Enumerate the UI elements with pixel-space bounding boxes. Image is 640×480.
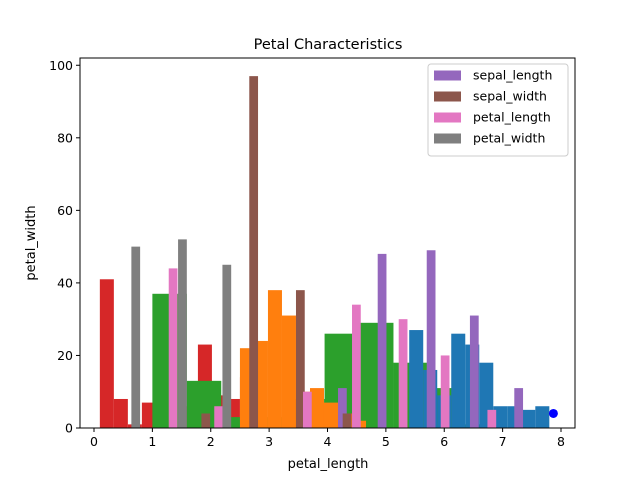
legend-swatch [434, 112, 461, 123]
bar-blue-3 [451, 333, 466, 428]
bar-orange-6 [323, 402, 339, 428]
bar-orange-3 [281, 315, 296, 428]
y-tick-label: 20 [57, 348, 73, 363]
bar-sepal-length-4 [514, 388, 524, 428]
x-axis-label: petal_length [288, 457, 369, 472]
legend-label: petal_length [473, 110, 551, 125]
bar-red-1 [113, 398, 128, 428]
bar-red-0 [99, 279, 114, 428]
x-tick-label: 6 [440, 434, 448, 449]
x-tick-label: 5 [382, 434, 390, 449]
y-tick-label: 100 [49, 58, 73, 73]
x-axis-ticks: 0 1 2 3 4 5 6 7 8 [90, 428, 565, 449]
legend-box [427, 63, 569, 157]
bar-petal-length-3 [352, 304, 361, 428]
y-tick-label: 60 [57, 203, 73, 218]
x-tick-label: 3 [265, 434, 273, 449]
x-tick-label: 4 [324, 434, 332, 449]
x-tick-label: 0 [90, 434, 98, 449]
bar-petal-length-4 [398, 319, 408, 428]
bar-blue-8 [521, 409, 536, 428]
legend-label: sepal_length [473, 68, 552, 83]
bar-green-2 [221, 417, 256, 428]
bar-sepal-length-3 [469, 315, 479, 428]
x-tick-label: 7 [499, 434, 507, 449]
y-axis-ticks: 0 20 40 60 80 100 [49, 58, 80, 436]
bar-petal-width-0 [131, 246, 141, 428]
bars-layer [99, 76, 550, 428]
bar-blue-0 [409, 330, 424, 428]
bar-petal-length-0 [168, 268, 178, 428]
y-axis-label: petal_width [24, 205, 39, 280]
bar-orange-2 [267, 290, 282, 428]
bar-petal-width-2 [222, 264, 232, 428]
legend-label: petal_width [473, 131, 545, 146]
legend-swatch [434, 70, 461, 81]
bar-petal-width-1 [178, 239, 187, 428]
bar-sepal-width-0 [201, 413, 211, 428]
y-tick-label: 0 [65, 421, 73, 436]
bar-sepal-length-0 [338, 388, 347, 428]
bar-sepal-length-1 [377, 253, 387, 428]
bar-sepal-length-2 [426, 250, 436, 428]
bar-sepal-width-3 [342, 413, 352, 428]
points-layer [548, 408, 558, 418]
y-tick-label: 40 [57, 275, 73, 290]
legend-swatch [434, 133, 461, 144]
bar-blue-9 [535, 406, 550, 428]
bar-sepal-width-1 [249, 76, 259, 428]
legend: sepal_length sepal_width petal_length pe… [427, 63, 569, 157]
x-tick-label: 1 [148, 434, 156, 449]
bar-orange-5 [309, 388, 324, 428]
bar-petal-length-5 [440, 355, 450, 428]
bar-sepal-width-2 [295, 290, 305, 428]
y-tick-label: 80 [57, 130, 73, 145]
bar-green-6 [359, 322, 394, 428]
x-tick-label: 8 [557, 434, 565, 449]
bar-blue-6 [493, 406, 508, 428]
legend-swatch [434, 91, 461, 102]
bar-petal-length-1 [214, 406, 224, 428]
bar-petal-length-2 [302, 391, 312, 428]
scatter-point-0 [548, 408, 558, 418]
chart-title: Petal Characteristics [254, 37, 403, 53]
x-tick-label: 2 [207, 434, 215, 449]
bar-petal-length-6 [487, 409, 497, 428]
legend-label: sepal_width [473, 89, 547, 104]
